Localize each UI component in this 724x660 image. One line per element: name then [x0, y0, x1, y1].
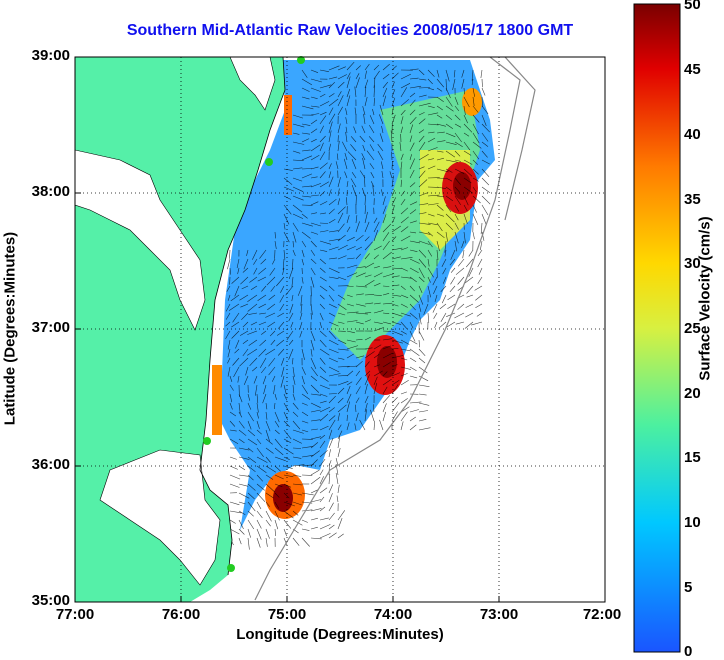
colorbar-label: Surface Velocity (cm/s): [697, 169, 714, 429]
colorbar-tick: 45: [684, 61, 701, 78]
x-tick-label: 72:00: [567, 606, 637, 623]
colorbar-tick: 0: [684, 643, 692, 660]
y-axis-label: Latitude (Degrees:Minutes): [2, 199, 19, 459]
x-axis-label: Longitude (Degrees:Minutes): [75, 626, 605, 643]
y-tick-label: 39:00: [18, 47, 70, 64]
y-tick-label: 38:00: [18, 183, 70, 200]
x-tick-label: 77:00: [40, 606, 110, 623]
velocity-hotspot-mid-core: [377, 346, 397, 378]
colorbar-tick: 15: [684, 449, 701, 466]
colorbar-tick: 10: [684, 514, 701, 531]
y-tick-label: 36:00: [18, 456, 70, 473]
colorbar: [634, 4, 680, 652]
colorbar-tick: 50: [684, 0, 701, 13]
velocity-hotspot-coast-2: [212, 365, 222, 435]
colorbar-tick: 5: [684, 579, 692, 596]
radar-station-icon: [203, 437, 211, 445]
colorbar-tick: 40: [684, 126, 701, 143]
x-tick-label: 76:00: [146, 606, 216, 623]
velocity-hotspot-coast: [284, 95, 292, 135]
velocity-hotspot-south-core: [273, 484, 293, 512]
radar-station-icon: [265, 158, 273, 166]
radar-station-icon: [227, 564, 235, 572]
x-tick-label: 73:00: [464, 606, 534, 623]
velocity-hotspot-north-core: [453, 172, 471, 200]
x-tick-label: 75:00: [252, 606, 322, 623]
x-tick-label: 74:00: [358, 606, 428, 623]
y-tick-label: 37:00: [18, 319, 70, 336]
